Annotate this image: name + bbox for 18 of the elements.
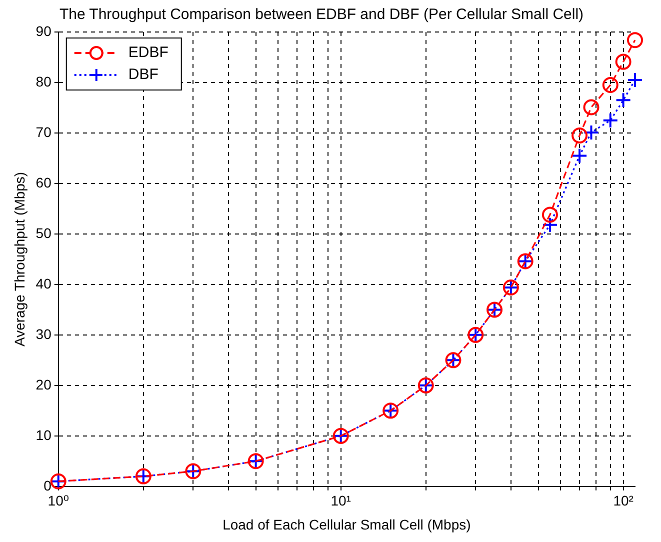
y-tick-label: 40: [36, 275, 52, 292]
x-tick-label: 10¹: [330, 492, 352, 509]
legend-label: EDBF: [128, 44, 168, 62]
y-tick-label: 0: [44, 477, 52, 494]
x-axis-title: Load of Each Cellular Small Cell (Mbps): [222, 516, 471, 532]
y-tick-label: 70: [36, 124, 52, 140]
y-tick-label: 60: [36, 174, 52, 190]
y-tick-label: 90: [36, 22, 52, 39]
y-tick-label: 30: [36, 326, 52, 342]
y-axis-title: Average Throughput (Mbps): [11, 172, 28, 346]
y-tick-label: 10: [36, 426, 52, 443]
chart-title: The Throughput Comparison between EDBF and DBF (Per Cellular Small Cell): [59, 6, 584, 24]
x-tick-label: 10²: [613, 492, 634, 509]
legend-label: DBF: [128, 66, 158, 84]
x-tick-label: 10⁰: [48, 492, 70, 509]
y-tick-label: 20: [36, 376, 52, 392]
y-tick-label: 80: [36, 73, 52, 90]
y-tick-label: 50: [36, 224, 52, 241]
